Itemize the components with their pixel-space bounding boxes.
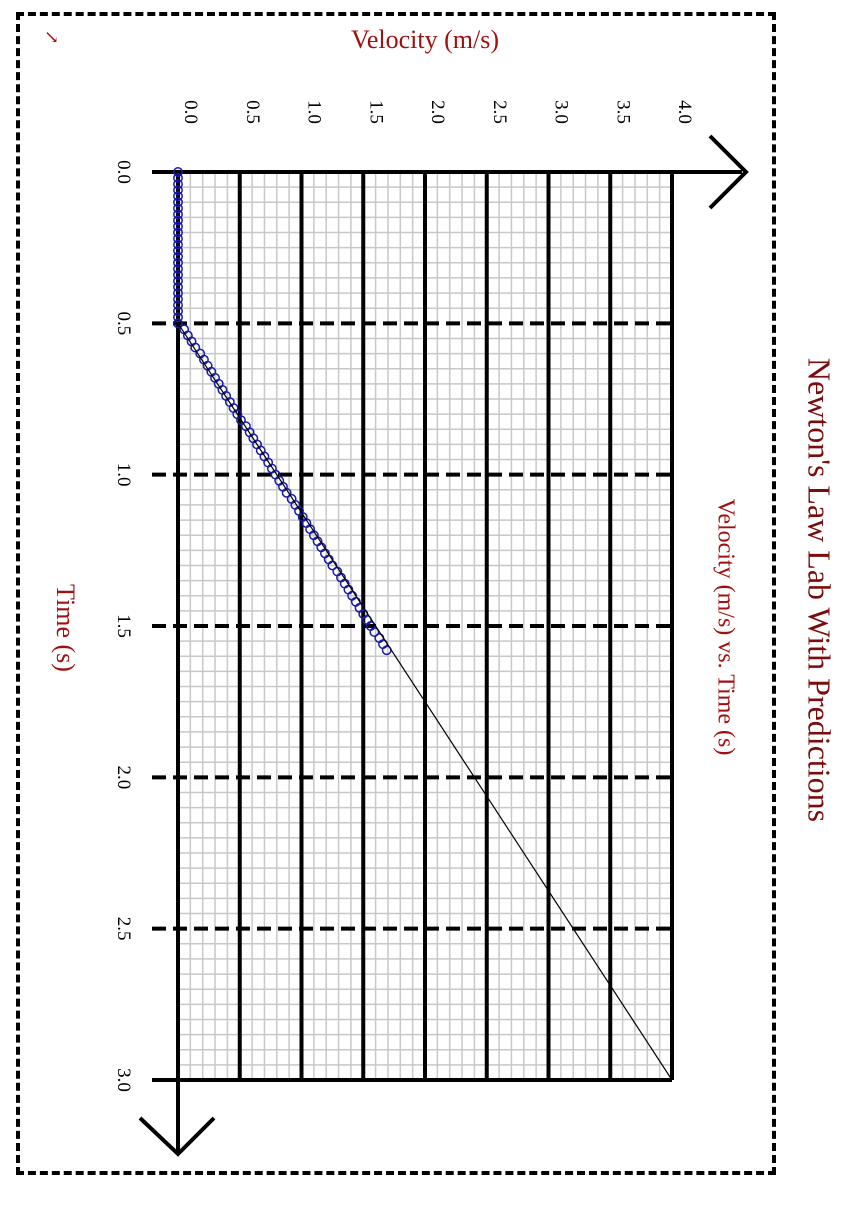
data-point (173, 263, 183, 274)
data-point (173, 318, 183, 329)
time-tick-label: 3.0 (113, 1068, 134, 1092)
data-point (173, 209, 183, 220)
data-point (173, 239, 183, 250)
data-point (173, 233, 183, 244)
data-point (173, 203, 183, 214)
time-tick-label: 0.0 (113, 160, 134, 184)
data-point (173, 221, 183, 232)
data-point (173, 179, 183, 190)
velocity-axis-label: Velocity (m/s) (350, 25, 500, 54)
data-point (190, 342, 201, 353)
velocity-tick-label: 3.0 (551, 100, 572, 124)
data-point (173, 251, 183, 262)
time-tick-label: 0.5 (113, 311, 134, 335)
data-point (369, 627, 380, 638)
data-point (173, 215, 183, 226)
prediction-line (177, 323, 673, 1081)
data-point (173, 269, 183, 280)
data-point (173, 300, 183, 311)
velocity-tick-label: 3.5 (612, 100, 633, 124)
data-point (173, 227, 183, 238)
velocity-axis-arrow-icon (708, 134, 749, 210)
data-point (173, 282, 183, 292)
velocity-tick-label: 2.5 (489, 100, 510, 124)
time-tick-label: 2.0 (113, 765, 134, 789)
data-point (281, 487, 292, 498)
data-point (173, 191, 183, 202)
data-point (173, 197, 183, 208)
velocity-tick-label: 0.0 (180, 100, 201, 124)
time-tick-label: 1.0 (113, 463, 134, 487)
velocity-tick-label: 4.0 (674, 100, 695, 124)
velocity-tick-label: 1.0 (304, 100, 325, 124)
graph-frame (16, 12, 776, 1175)
data-point (173, 312, 183, 323)
data-point (173, 245, 183, 256)
corner-arrow-icon: ↘ (44, 27, 60, 47)
data-point (173, 276, 183, 286)
data-point (173, 294, 183, 305)
data-point (173, 257, 183, 268)
velocity-tick-label: 2.0 (427, 100, 448, 124)
data-point (173, 288, 183, 299)
time-tick-label: 1.5 (113, 614, 134, 638)
time-tick-label: 2.5 (113, 917, 134, 941)
time-axis-arrow-icon (138, 1116, 216, 1157)
data-point (173, 173, 183, 184)
data-point (173, 185, 183, 196)
velocity-tick-label: 1.5 (365, 100, 386, 124)
velocity-tick-label: 0.5 (242, 100, 263, 124)
data-point (173, 167, 183, 177)
data-point (173, 306, 183, 317)
data-point (236, 415, 246, 426)
